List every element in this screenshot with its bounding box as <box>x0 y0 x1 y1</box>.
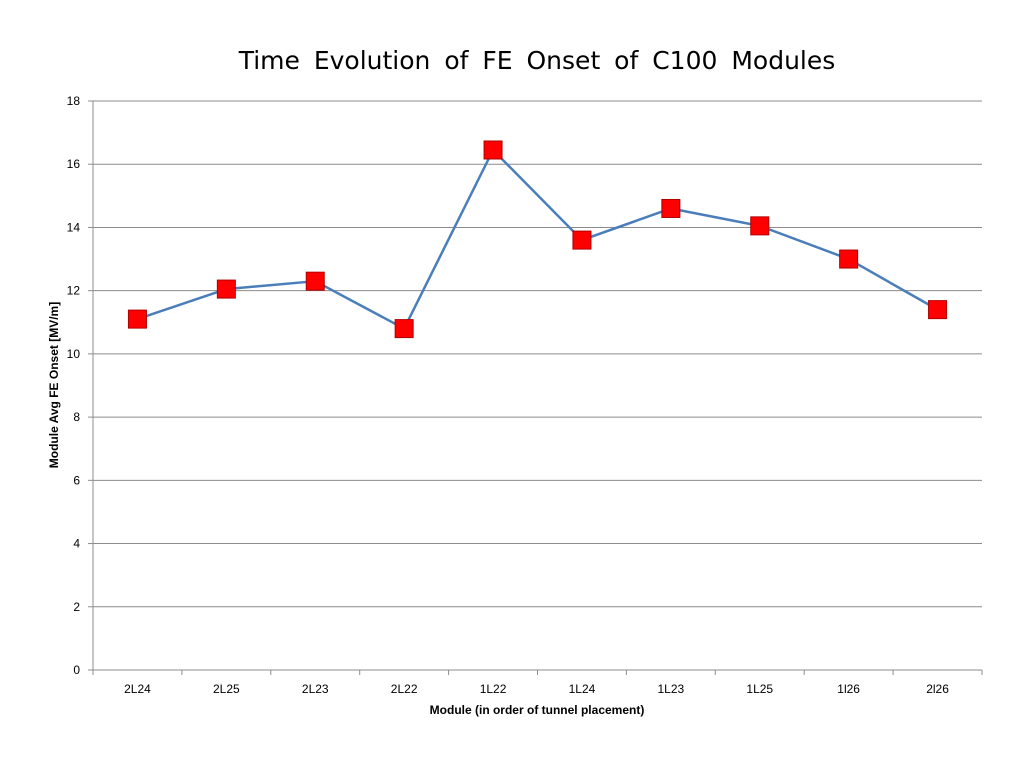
data-point-1l23 <box>661 198 681 218</box>
y-tick-labels: 0 2 4 6 8 10 12 14 16 18 <box>67 94 81 677</box>
x-tick-label: 2L23 <box>302 682 329 696</box>
x-tick-label: 2L25 <box>213 682 240 696</box>
chart-title: Time Evolution of FE Onset of C100 Modul… <box>238 46 836 75</box>
data-point-1l25 <box>750 216 770 236</box>
y-tick-label: 14 <box>67 220 81 234</box>
x-tick-label: 2l26 <box>926 682 949 696</box>
data-point-2l22 <box>394 319 414 339</box>
x-tick-label: 1L25 <box>746 682 773 696</box>
x-tick-label: 1L22 <box>480 682 507 696</box>
x-tick-labels: 2L24 2L25 2L23 2L22 1L22 1L24 1L23 1L25 1l26 2l26 <box>124 682 949 696</box>
series-line <box>137 148 939 330</box>
grid-lines <box>93 100 982 608</box>
y-tick-label: 0 <box>73 663 80 677</box>
data-point-1l26 <box>839 249 859 269</box>
x-tick-label: 1L24 <box>569 682 596 696</box>
x-axis-label: Module (in order of tunnel placement) <box>430 703 645 717</box>
data-point-1l24 <box>572 230 592 250</box>
y-tick-label: 2 <box>73 600 80 614</box>
data-point-2l25 <box>216 279 236 299</box>
y-tick-label: 8 <box>73 410 80 424</box>
axes <box>88 100 983 675</box>
data-point-2l24 <box>127 309 147 329</box>
y-tick-label: 18 <box>67 94 81 108</box>
x-tick-label: 1L23 <box>657 682 684 696</box>
data-point-2l26 <box>928 300 948 320</box>
data-point-2l23 <box>305 271 325 291</box>
y-tick-label: 16 <box>67 157 81 171</box>
x-tick-label: 2L24 <box>124 682 151 696</box>
y-tick-label: 10 <box>67 347 81 361</box>
y-axis-label: Module Avg FE Onset [MV/m] <box>47 302 61 468</box>
x-tick-label: 2L22 <box>391 682 418 696</box>
data-point-1l22 <box>483 140 503 160</box>
y-tick-label: 4 <box>73 537 80 551</box>
x-tick-label: 1l26 <box>837 682 860 696</box>
y-tick-label: 12 <box>67 284 81 298</box>
data-series <box>127 140 948 339</box>
y-tick-label: 6 <box>73 473 80 487</box>
